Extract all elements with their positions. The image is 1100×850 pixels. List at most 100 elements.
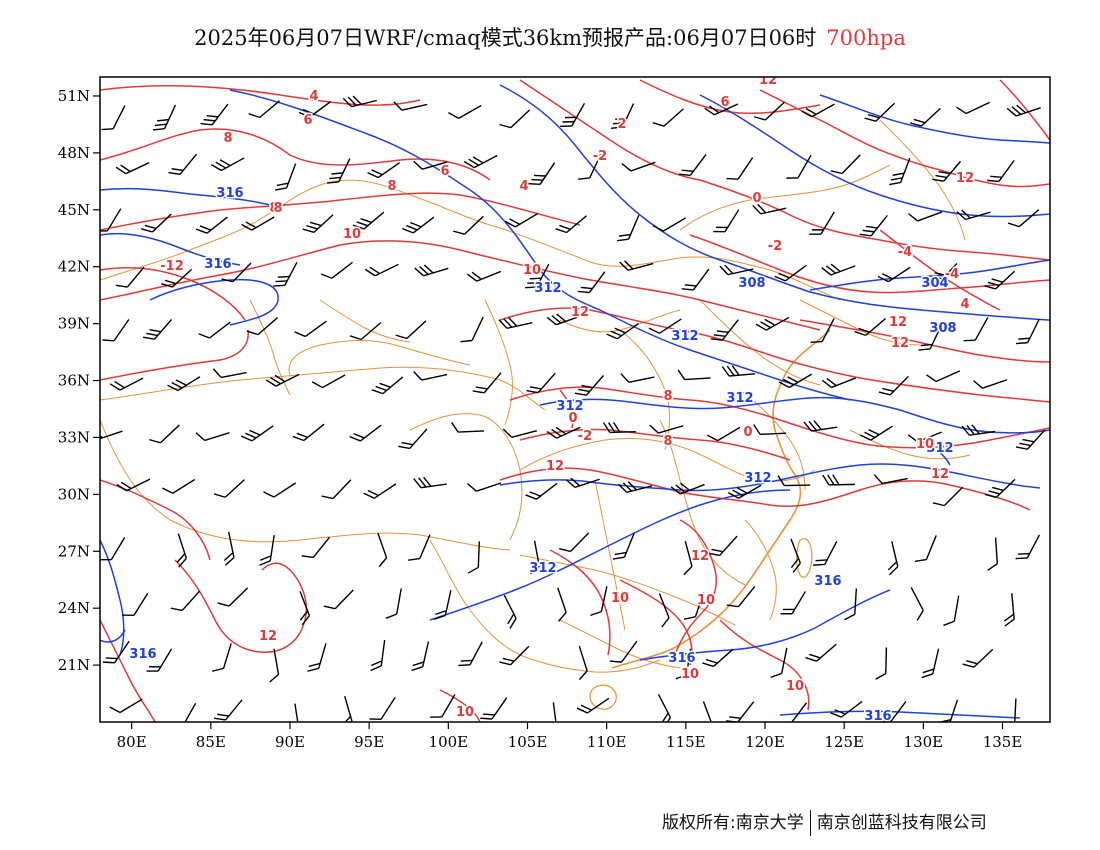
temperature-contour-label: 12 (956, 171, 974, 186)
wind-barb (620, 373, 655, 383)
wind-barb (377, 533, 388, 568)
wind-barb (678, 154, 707, 177)
height-contour-label: 312 (726, 391, 753, 406)
x-tick-label: 90E (275, 733, 305, 751)
y-tick-label: 45N (58, 201, 90, 219)
wind-barb (770, 647, 788, 678)
wind-barb (323, 589, 354, 610)
wind-barb (502, 428, 538, 438)
wind-barb (385, 588, 402, 619)
x-tick-label: 135E (983, 733, 1023, 751)
temperature-contour-label: 12 (546, 459, 564, 474)
wind-barb (498, 317, 533, 329)
wind-barb (576, 697, 610, 714)
x-tick-label: 85E (196, 733, 226, 751)
temperature-contour-label: 0 (752, 191, 761, 206)
wind-barb (367, 162, 400, 179)
height-contour-label: 308 (738, 276, 765, 291)
temperature-contour-label: 4 (309, 89, 318, 104)
wind-barb (932, 160, 962, 182)
height-contour-label: 316 (216, 186, 243, 201)
wind-barb (778, 373, 813, 389)
wind-barb (142, 319, 173, 340)
wind-barb (364, 263, 399, 277)
wind-barb (100, 208, 122, 232)
temperature-contour-label: -2 (578, 429, 592, 444)
height-contour-label: 316 (129, 647, 156, 662)
wind-barb (546, 313, 581, 326)
axis-ticks: 80E 85E 90E 95E 100E 105E 110E 115E 120E 125E 130E… (58, 87, 1023, 751)
wind-barb (652, 108, 684, 127)
wind-barb (371, 376, 404, 395)
temperature-contours (100, 79, 1050, 722)
wind-barb (265, 373, 300, 387)
height-contour-label: 312 (926, 441, 953, 456)
y-tick-label: 36N (58, 372, 90, 390)
wind-barb (466, 270, 502, 282)
height-contour-label: 312 (556, 399, 583, 414)
wind-barb (298, 101, 332, 118)
x-tick-label: 110E (587, 733, 627, 751)
temperature-contour-label: -4 (945, 267, 959, 282)
wind-barb (395, 320, 427, 340)
wind-barb (704, 103, 739, 116)
wind-barb (349, 424, 382, 442)
taiwan-island (796, 538, 813, 578)
wind-barb (413, 160, 448, 170)
wind-barb (217, 587, 249, 607)
map-frame (99, 76, 1051, 723)
wind-barb (460, 316, 484, 343)
wind-barb (102, 319, 130, 342)
wind-barb (878, 375, 909, 396)
temperature-contour-label: 6 (303, 113, 312, 128)
title-level: 700hpa (826, 26, 906, 50)
wind-barb (708, 535, 738, 557)
wind-barb (721, 365, 756, 377)
wind-barb (590, 586, 608, 617)
wind-barb (921, 648, 940, 679)
wind-barb (809, 211, 835, 235)
wind-barb (755, 316, 790, 331)
wind-barb (451, 421, 485, 433)
height-contour-label: 316 (814, 574, 841, 589)
hainan-island (589, 684, 617, 710)
wind-barb (100, 536, 126, 561)
wind-barb (657, 693, 672, 722)
temperature-contour-label: 10 (343, 227, 361, 242)
wind-barb (918, 325, 942, 351)
wind-barb (621, 161, 656, 172)
height-contour-label: 312 (529, 561, 556, 576)
wind-barb (557, 587, 567, 622)
wind-barb (728, 484, 762, 499)
wind-barb (610, 103, 635, 130)
wind-barb (616, 214, 640, 242)
wind-barb (122, 592, 149, 617)
height-contour-label: 312 (671, 329, 698, 344)
wind-barb (198, 321, 231, 339)
x-tick-label: 130E (904, 733, 944, 751)
temperature-contour-label: 8 (223, 131, 232, 146)
wind-barb (877, 266, 911, 283)
wind-barb (844, 588, 858, 621)
wind-barb (803, 420, 838, 432)
height-contour-label: 308 (929, 321, 956, 336)
wind-barb (480, 697, 508, 720)
height-contour-label: 316 (204, 257, 231, 272)
wind-barb (275, 163, 297, 191)
wind-barb (546, 426, 581, 439)
wind-barb (675, 648, 692, 680)
footer-right: 南京创蓝科技有限公司 (816, 813, 987, 833)
temperature-contour-label: 4 (519, 179, 528, 194)
wind-barb (212, 368, 247, 379)
y-tick-label: 33N (58, 428, 90, 446)
wind-barb (301, 536, 331, 559)
wind-barb (652, 217, 687, 232)
temperature-contour-label: 12 (691, 549, 709, 564)
wind-barb (752, 203, 787, 215)
wind-barb (1016, 318, 1040, 345)
temperature-contour-label: 4 (960, 297, 969, 312)
wind-barb (408, 534, 431, 561)
wind-barb (909, 107, 941, 127)
wind-barb (342, 696, 353, 722)
